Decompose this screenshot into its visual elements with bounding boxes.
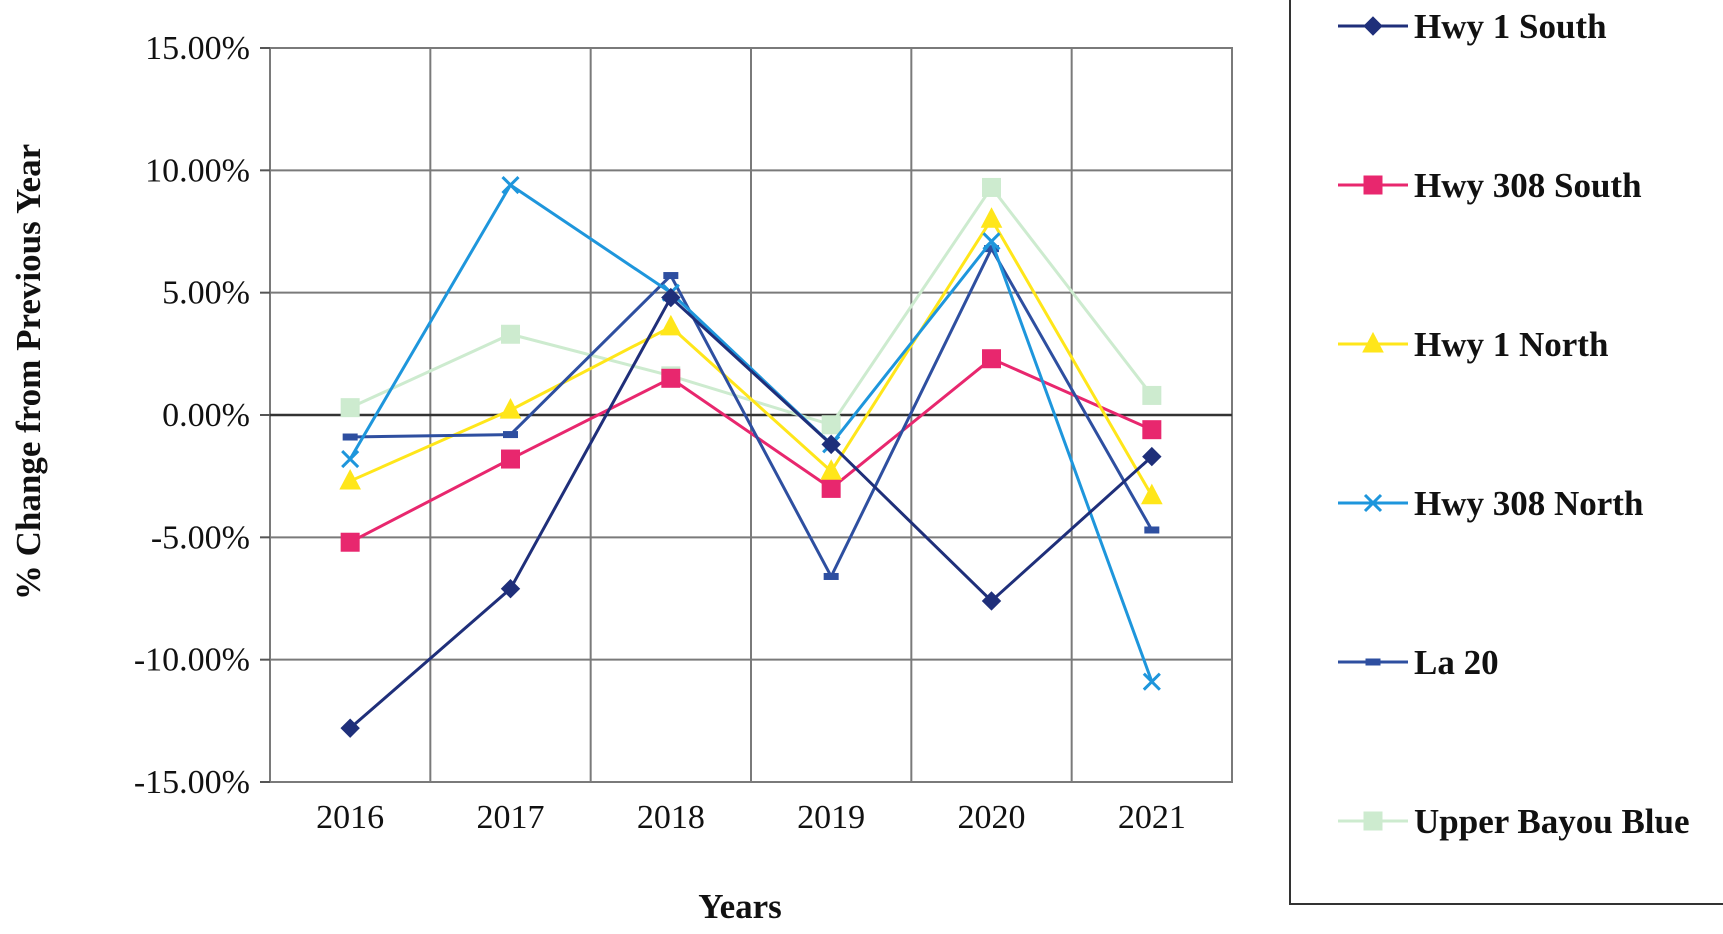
y-tick-label: -10.00% (134, 642, 250, 679)
data-point (821, 478, 841, 498)
data-point (341, 449, 360, 469)
data-point (501, 324, 520, 344)
data-point (340, 532, 360, 552)
data-point (1144, 526, 1160, 534)
legend: Hwy 1 South Hwy 308 South Hwy 1 North Hwy 3… (1338, 7, 1690, 841)
y-axis-title: % Change from Previous Year (9, 144, 48, 600)
data-point (980, 207, 1003, 228)
y-axis-ticks: 15.00% 10.00% 5.00% 0.00% -5.00% -10.00% -15.0… (134, 30, 270, 801)
data-point (982, 349, 1001, 369)
data-point (821, 415, 841, 435)
y-tick-label: -15.00% (134, 764, 250, 801)
data-point (503, 431, 518, 439)
y-tick-label: 15.00% (145, 30, 250, 67)
data-point (1142, 446, 1162, 467)
data-point (340, 718, 360, 738)
legend-marker (1363, 811, 1383, 831)
legend-label: Hwy 1 South (1414, 7, 1607, 46)
legend-marker (1363, 175, 1383, 195)
series-0 (340, 287, 1162, 738)
legend-item: Upper Bayou Blue (1338, 802, 1690, 841)
x-tick-label: 2016 (316, 799, 384, 836)
y-tick-label: 10.00% (145, 152, 250, 189)
data-point (342, 433, 358, 441)
data-point (501, 449, 520, 469)
legend-marker (1365, 658, 1381, 666)
data-point (1141, 483, 1163, 505)
data-point (661, 287, 681, 308)
x-tick-label: 2020 (958, 799, 1026, 836)
data-point (661, 368, 681, 388)
data-point (1142, 420, 1162, 440)
legend-marker (1363, 16, 1383, 36)
series-line (349, 296, 1153, 730)
x-tick-label: 2021 (1118, 799, 1186, 836)
data-point (981, 591, 1002, 611)
data-point (820, 459, 842, 480)
x-axis-title: Years (698, 887, 782, 926)
legend-item: Hwy 308 South (1338, 166, 1642, 205)
data-point (982, 232, 1001, 251)
data-point (982, 177, 1001, 197)
series-line (350, 247, 1154, 578)
data-point (499, 398, 522, 419)
data-point (660, 314, 682, 336)
legend-item: Hwy 1 South (1338, 7, 1607, 46)
data-point (500, 579, 521, 599)
series-line (348, 183, 1154, 683)
series-line (349, 357, 1153, 544)
data-point (501, 175, 520, 195)
x-tick-label: 2018 (637, 799, 705, 836)
y-tick-label: 5.00% (162, 275, 250, 312)
series-4 (342, 245, 1160, 580)
data-point (821, 434, 841, 455)
series-1 (340, 349, 1162, 552)
legend-item: La 20 (1338, 643, 1499, 682)
legend-item: Hwy 308 North (1338, 484, 1643, 523)
x-tick-label: 2017 (477, 799, 545, 836)
legend-marker (1362, 331, 1384, 353)
legend-label: Upper Bayou Blue (1414, 802, 1690, 841)
data-point (663, 272, 679, 280)
y-tick-label: -5.00% (151, 519, 250, 556)
legend-label: Hwy 308 South (1414, 166, 1642, 205)
x-tick-label: 2019 (797, 799, 865, 836)
series-layer (339, 175, 1163, 738)
x-axis-ticks: 2016 2017 2018 2019 2020 2021 (316, 799, 1186, 836)
data-point (340, 398, 360, 418)
y-tick-label: 0.00% (162, 397, 250, 434)
legend-label: La 20 (1414, 643, 1499, 682)
legend-marker (1363, 493, 1383, 513)
data-point (1142, 672, 1161, 691)
series-2 (339, 207, 1163, 505)
legend-label: Hwy 1 North (1414, 325, 1608, 364)
data-point (823, 572, 839, 580)
series-line (349, 217, 1154, 497)
legend-label: Hwy 308 North (1414, 484, 1643, 523)
legend-item: Hwy 1 North (1338, 325, 1608, 364)
data-point (1142, 385, 1162, 405)
legend-box (1289, 0, 1723, 905)
data-point (339, 468, 361, 490)
